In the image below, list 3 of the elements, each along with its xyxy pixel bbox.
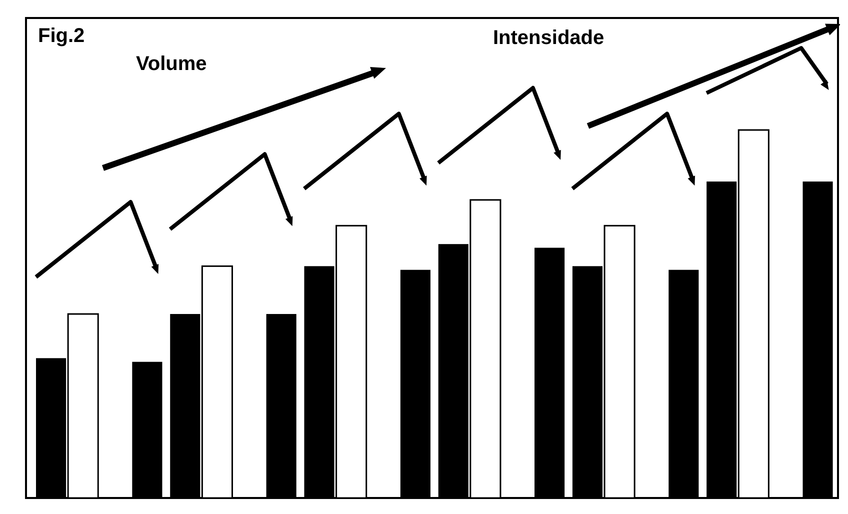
chart-title: Fig.2 [38, 25, 85, 47]
text: Intensidade [493, 27, 604, 49]
text: Volume [136, 53, 207, 75]
